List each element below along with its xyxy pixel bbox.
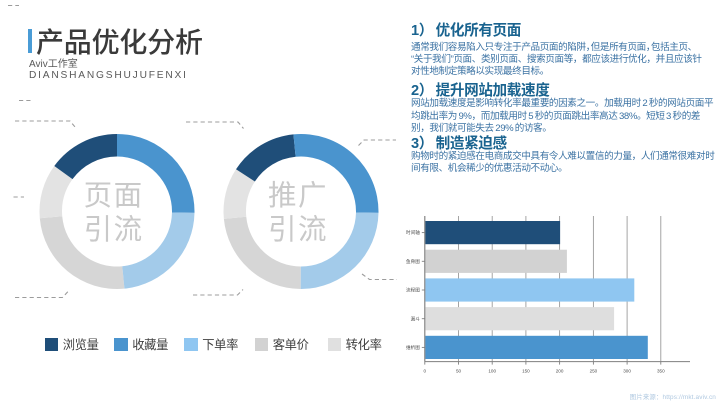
svg-text:200: 200	[556, 369, 564, 374]
svg-text:100: 100	[488, 369, 496, 374]
svg-text:鱼骨图: 鱼骨图	[406, 258, 420, 265]
svg-text:时间轴: 时间轴	[406, 229, 420, 236]
svg-text:350: 350	[657, 369, 665, 374]
svg-text:流程图: 流程图	[406, 287, 420, 294]
svg-text:维析图: 维析图	[406, 344, 420, 351]
svg-text:50: 50	[456, 369, 462, 374]
svg-text:150: 150	[522, 369, 530, 374]
svg-text:0: 0	[424, 369, 427, 374]
svg-text:漏斗: 漏斗	[411, 315, 421, 322]
svg-text:300: 300	[623, 369, 631, 374]
svg-text:250: 250	[590, 369, 598, 374]
